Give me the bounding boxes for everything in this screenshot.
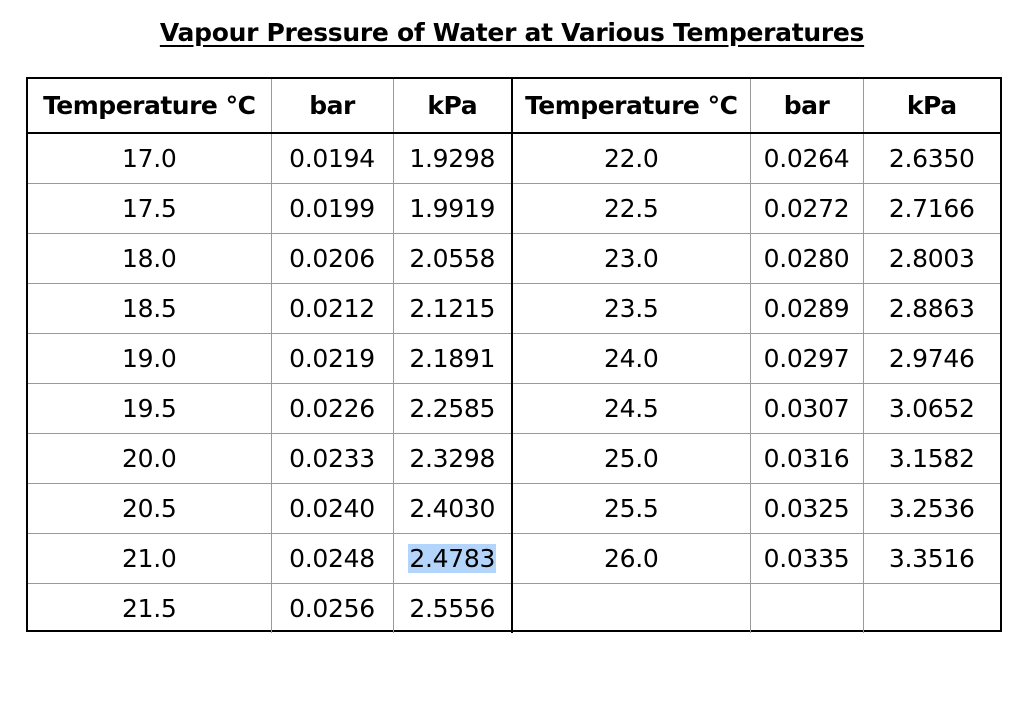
table-cell[interactable]: 25.5 <box>512 483 751 534</box>
table-cell[interactable]: 0.0240 <box>271 483 394 534</box>
table-cell[interactable]: 0.0297 <box>750 333 864 384</box>
table-cell[interactable]: 23.0 <box>512 233 751 284</box>
vapour-pressure-table: Temperature °C bar kPa Temperature °C ba… <box>26 77 1002 634</box>
table-cell[interactable]: 1.9919 <box>393 183 513 234</box>
header-row: Temperature °C bar kPa Temperature °C ba… <box>28 79 1000 134</box>
table-cell[interactable]: 2.0558 <box>393 233 513 284</box>
table-cell[interactable]: 2.2585 <box>393 383 513 434</box>
table-cell[interactable]: 0.0316 <box>750 433 864 484</box>
header-cell: kPa <box>393 79 513 134</box>
table-row: 17.0 0.0194 1.9298 22.0 0.0264 2.6350 <box>28 133 1000 184</box>
table-cell[interactable]: 0.0199 <box>271 183 394 234</box>
table-cell[interactable]: 18.0 <box>28 233 272 284</box>
table-cell[interactable]: 20.5 <box>28 483 272 534</box>
table-cell[interactable]: 2.1891 <box>393 333 513 384</box>
table-cell[interactable]: 0.0289 <box>750 283 864 334</box>
table-row: 21.5 0.0256 2.5556 <box>28 583 1000 634</box>
table-cell[interactable]: 0.0248 <box>271 533 394 584</box>
table-cell[interactable]: 26.0 <box>512 533 751 584</box>
table-cell-empty[interactable] <box>863 584 1000 634</box>
table-cell[interactable]: 17.0 <box>28 133 272 184</box>
table-cell[interactable]: 0.0280 <box>750 233 864 284</box>
table-cell[interactable]: 0.0256 <box>271 583 394 633</box>
header-cell: Temperature °C <box>28 79 272 134</box>
table-cell[interactable]: 0.0233 <box>271 433 394 484</box>
table-cell[interactable]: 19.5 <box>28 383 272 434</box>
header-cell: kPa <box>863 79 1000 134</box>
table-cell[interactable]: 17.5 <box>28 183 272 234</box>
table-cell[interactable]: 2.1215 <box>393 283 513 334</box>
table-cell[interactable]: 2.8863 <box>863 283 1000 334</box>
table-row: 18.5 0.0212 2.1215 23.5 0.0289 2.8863 <box>28 283 1000 334</box>
table-cell[interactable]: 0.0194 <box>271 133 394 184</box>
table-row: 19.0 0.0219 2.1891 24.0 0.0297 2.9746 <box>28 333 1000 384</box>
table-row: 19.5 0.0226 2.2585 24.5 0.0307 3.0652 <box>28 383 1000 434</box>
selected-text[interactable]: 2.4783 <box>408 544 497 573</box>
header-cell: bar <box>271 79 394 134</box>
table-row: 18.0 0.0206 2.0558 23.0 0.0280 2.8003 <box>28 233 1000 284</box>
table-cell-empty[interactable] <box>750 583 864 633</box>
table-cell[interactable]: 25.0 <box>512 433 751 484</box>
table-cell[interactable]: 22.0 <box>512 133 751 184</box>
table-cell[interactable]: 3.0652 <box>863 383 1000 434</box>
table-cell[interactable]: 21.0 <box>28 533 272 584</box>
table-cell[interactable]: 0.0219 <box>271 333 394 384</box>
table-cell[interactable]: 24.5 <box>512 383 751 434</box>
page-title: Vapour Pressure of Water at Various Temp… <box>159 18 865 47</box>
header-cell: bar <box>750 79 864 134</box>
table-cell[interactable]: 24.0 <box>512 333 751 384</box>
table-cell[interactable]: 3.2536 <box>863 483 1000 534</box>
table-cell[interactable]: 2.4030 <box>393 483 513 534</box>
table-cell[interactable]: 19.0 <box>28 333 272 384</box>
table-cell[interactable]: 1.9298 <box>393 133 513 184</box>
table-cell[interactable]: 0.0272 <box>750 183 864 234</box>
table-cell[interactable]: 0.0206 <box>271 233 394 284</box>
table-cell[interactable]: 2.6350 <box>863 133 1000 184</box>
table-cell[interactable]: 22.5 <box>512 183 751 234</box>
table-cell[interactable]: 0.0264 <box>750 133 864 184</box>
table-cell[interactable]: 0.0226 <box>271 383 394 434</box>
table-cell[interactable]: 2.3298 <box>393 433 513 484</box>
table-cell[interactable]: 2.5556 <box>393 583 513 633</box>
table-cell[interactable]: 2.7166 <box>863 183 1000 234</box>
table-cell[interactable]: 0.0335 <box>750 533 864 584</box>
table-cell[interactable]: 0.0307 <box>750 383 864 434</box>
header-cell: Temperature °C <box>512 79 751 134</box>
table-cell-selected[interactable]: 2.4783 <box>393 533 513 584</box>
table-cell[interactable]: 0.0325 <box>750 483 864 534</box>
table-cell[interactable]: 3.1582 <box>863 433 1000 484</box>
table-cell[interactable]: 21.5 <box>28 583 272 633</box>
table-row: 17.5 0.0199 1.9919 22.5 0.0272 2.7166 <box>28 183 1000 234</box>
table-cell[interactable]: 0.0212 <box>271 283 394 334</box>
table-row: 20.0 0.0233 2.3298 25.0 0.0316 3.1582 <box>28 433 1000 484</box>
table-cell[interactable]: 23.5 <box>512 283 751 334</box>
table-cell-empty[interactable] <box>512 583 751 633</box>
table-cell[interactable]: 2.9746 <box>863 333 1000 384</box>
table-cell[interactable]: 2.8003 <box>863 233 1000 284</box>
table-row: 20.5 0.0240 2.4030 25.5 0.0325 3.2536 <box>28 483 1000 534</box>
table-cell[interactable]: 3.3516 <box>863 533 1000 584</box>
table-row: 21.0 0.0248 2.4783 26.0 0.0335 3.3516 <box>28 533 1000 584</box>
table-cell[interactable]: 18.5 <box>28 283 272 334</box>
table-cell[interactable]: 20.0 <box>28 433 272 484</box>
